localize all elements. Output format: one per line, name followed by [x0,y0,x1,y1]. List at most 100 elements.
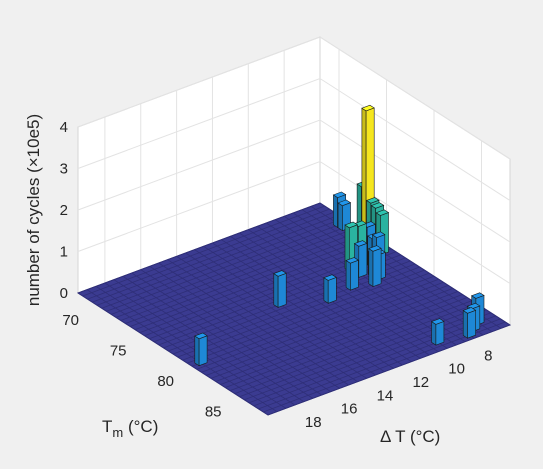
tm-tick-label: 70 [62,312,79,329]
bar-top-face [273,270,287,277]
z-axis-label: number of cycles (×10e5) [24,114,43,306]
floor-mesh-line [134,239,378,330]
floor-mesh-line [221,239,412,363]
floor-mesh-line [101,217,344,309]
floor-mesh-line [187,272,430,364]
floor-mesh-line [234,303,477,395]
floor-mesh-line [125,233,368,324]
bar-top-face [361,104,375,112]
x-axis-label-main: T [102,417,112,436]
floor-mesh-line [113,279,305,403]
z-tick-label: 2 [60,202,68,219]
floor-mesh-line [86,289,278,413]
dt-tick-label: 8 [484,347,492,364]
z-gridline [77,119,511,243]
floor-mesh-line [140,269,331,393]
floor-mesh-line [220,294,463,385]
floor-mesh-line [115,227,359,318]
floor-mesh-line [229,300,473,391]
bar-top-face [344,221,359,229]
floor-mesh-line [258,318,501,410]
bar-top-face [345,257,360,264]
axis-labels: number of cycles (×10e5) Tm (°C) Δ T (°C… [24,114,440,446]
z-tick-label: 3 [60,161,68,178]
bar-top-face [462,307,477,314]
bar-top-face [365,197,380,204]
floor-mesh-line [266,222,457,346]
dt-tick-label: 16 [341,401,358,418]
z-tick-label: 1 [60,244,68,261]
z-gridline [77,160,511,284]
bar [368,245,382,288]
bar-top-face [353,240,368,247]
floor-mesh-line [92,211,335,303]
floor-mesh-line [149,265,340,389]
floor-mesh-line [131,272,322,396]
floor-mesh-line [176,255,367,379]
bar-side-face [462,309,468,339]
x-axis-label-sub: m [112,425,123,440]
bar-front-face [358,242,368,278]
bar [194,332,208,367]
z-tick-label: 0 [60,285,68,302]
floor-mesh-line [292,212,484,336]
floor-mesh-line [158,262,349,386]
bar-front-face [277,272,287,308]
tm-tick-label: 75 [110,343,127,360]
x-axis-label-unit: (°C) [123,417,158,436]
floor-mesh-line [111,223,354,315]
floor-mesh-line [301,209,493,333]
bar-side-face [345,259,351,291]
bar-top-face [332,191,347,198]
floor-mesh-line [215,291,458,382]
z-tick-label: 4 [60,119,68,136]
floor-mesh-line [206,284,449,376]
floor-mesh-line [77,202,321,294]
bar [462,307,477,339]
dt-tick-label: 14 [377,387,394,404]
floor-mesh-line [263,321,506,413]
bar [430,318,445,346]
bar-front-face [435,320,445,346]
dt-tick-label: 18 [305,414,322,431]
bar-front-face [350,259,359,291]
floor-mesh-line [210,288,454,379]
bar-side-face [368,248,374,288]
bar-top-face [430,318,445,325]
floor-mesh-line [191,275,435,367]
floor-mesh-line [253,315,496,407]
floor-mesh-line [203,245,394,369]
bar-front-face [467,309,476,339]
floor-mesh-line [185,252,376,376]
bar-front-face [372,247,382,288]
tm-tick-label: 85 [205,404,222,421]
bar-top-face [194,332,208,340]
floor-surface [76,202,512,416]
z-gridline [77,77,511,201]
bars-group [194,104,485,367]
floor-mesh-line [139,242,382,334]
bar-side-face [194,335,200,367]
floor-mesh-line [225,297,468,388]
floor-mesh-line [106,220,349,312]
bar-side-face [337,202,343,232]
floor-mesh-line [82,205,325,297]
bar-top-face [375,209,390,216]
bar-top-face [370,202,385,209]
x-axis-label: Tm (°C) [102,417,158,440]
dt-tick-label: 10 [448,361,465,378]
bar-top-face [371,231,386,238]
floor-mesh-line [248,229,439,353]
dt-tick-label: 12 [412,374,429,391]
tm-tick-label: 80 [157,373,174,390]
bar-side-face [333,194,338,229]
floor-mesh-line [122,275,314,399]
floor-mesh-line [194,249,385,373]
floor-mesh-line [248,312,492,404]
floor-mesh-line [95,285,287,409]
bar [345,257,360,291]
bar-side-face [323,277,329,304]
